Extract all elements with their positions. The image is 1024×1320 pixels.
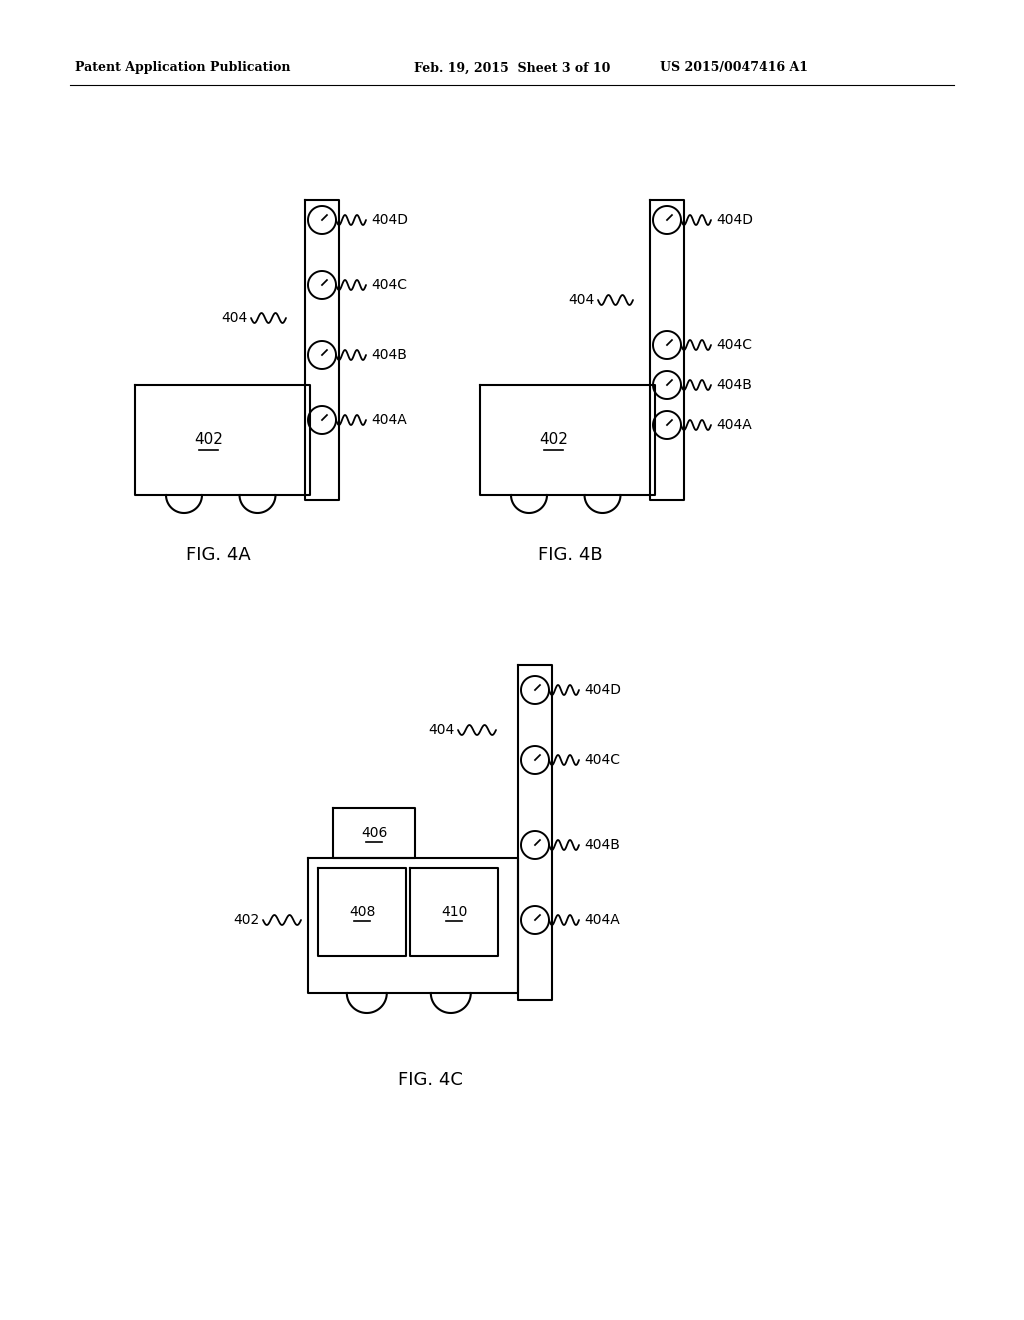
Text: 406: 406: [360, 826, 387, 840]
Text: Feb. 19, 2015  Sheet 3 of 10: Feb. 19, 2015 Sheet 3 of 10: [414, 62, 610, 74]
Text: 404B: 404B: [584, 838, 620, 851]
Text: Patent Application Publication: Patent Application Publication: [75, 62, 291, 74]
Text: 404D: 404D: [371, 213, 408, 227]
Text: US 2015/0047416 A1: US 2015/0047416 A1: [660, 62, 808, 74]
Text: FIG. 4A: FIG. 4A: [185, 546, 251, 564]
Text: 404B: 404B: [716, 378, 752, 392]
Text: 404D: 404D: [584, 682, 621, 697]
Text: 404: 404: [222, 312, 248, 325]
Text: 410: 410: [440, 906, 467, 919]
Text: 404B: 404B: [371, 348, 407, 362]
Text: 402: 402: [195, 433, 223, 447]
Text: 404A: 404A: [716, 418, 752, 432]
Text: 404D: 404D: [716, 213, 753, 227]
Text: 404A: 404A: [584, 913, 620, 927]
Text: 402: 402: [233, 913, 260, 927]
Text: 408: 408: [349, 906, 375, 919]
Text: 404A: 404A: [371, 413, 407, 426]
Text: 404C: 404C: [716, 338, 752, 352]
Text: FIG. 4C: FIG. 4C: [397, 1071, 463, 1089]
Text: 402: 402: [539, 433, 568, 447]
Text: 404: 404: [568, 293, 595, 308]
Text: 404C: 404C: [584, 752, 620, 767]
Text: 404C: 404C: [371, 279, 407, 292]
Text: 404: 404: [429, 723, 455, 737]
Text: FIG. 4B: FIG. 4B: [538, 546, 602, 564]
